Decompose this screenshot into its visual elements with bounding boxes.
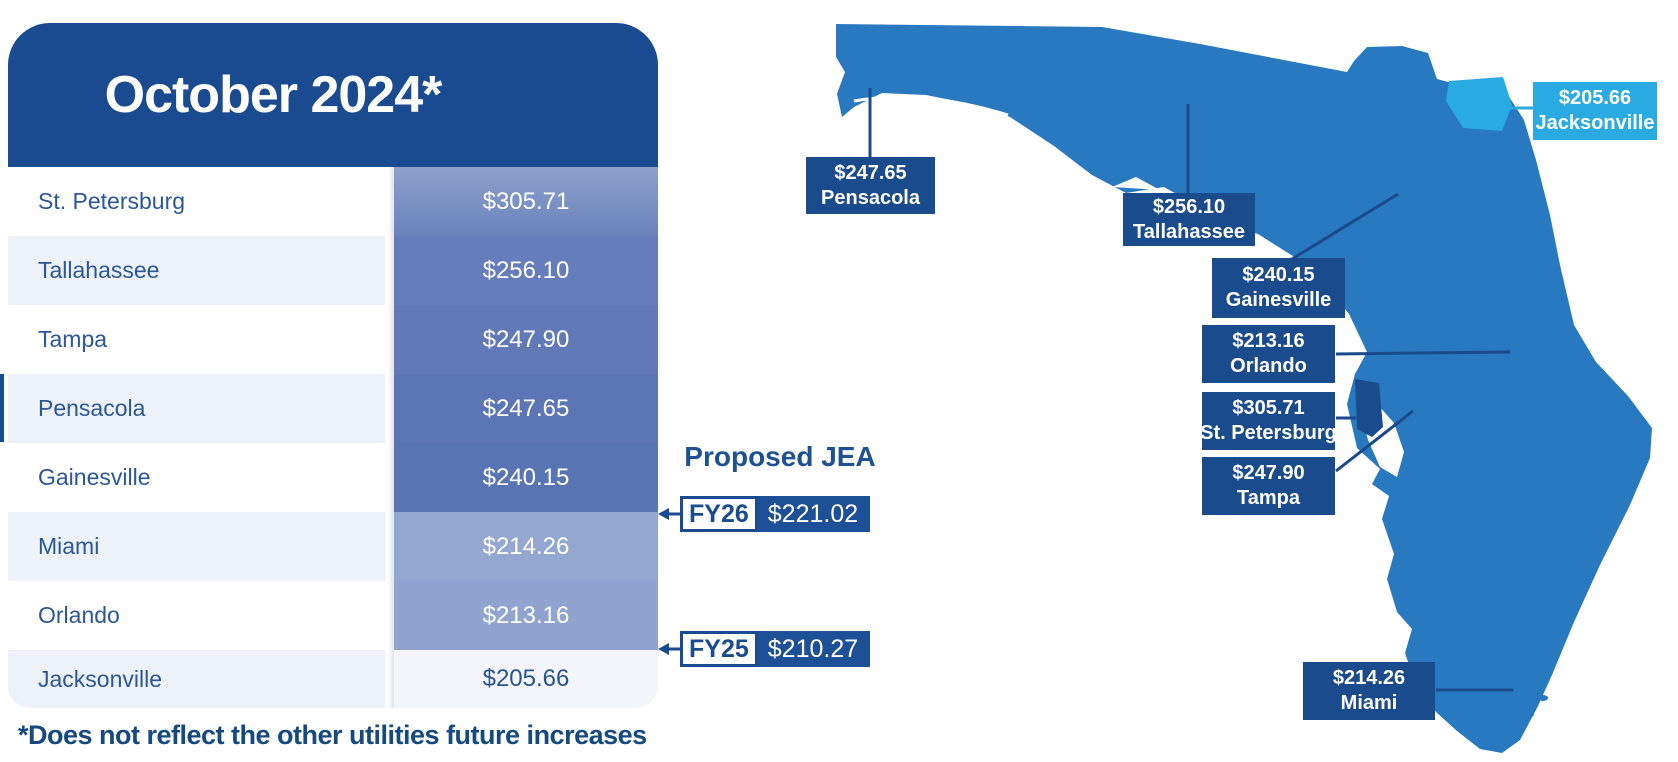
row-highlight-tick [0, 374, 4, 442]
table-row: Pensacola $247.65 [8, 374, 658, 443]
leader-line-orlando [1335, 350, 1511, 356]
rate-value: $256.10 [394, 236, 658, 305]
map-label-gainesville: $240.15 Gainesville [1212, 258, 1345, 318]
jacksonville-region [1446, 77, 1512, 131]
rate-value: $305.71 [394, 167, 658, 236]
leader-line-tampa [1335, 409, 1414, 473]
map-label-city: Pensacola [821, 186, 920, 209]
page-title: October 2024* [104, 66, 443, 124]
rate-value: $213.16 [394, 581, 658, 650]
column-divider [385, 167, 394, 236]
map-label-jacksonville: $205.66 Jacksonville [1533, 82, 1657, 140]
map-label-city: Jacksonville [1535, 112, 1655, 134]
map-label-city: Tampa [1237, 487, 1300, 509]
proposed-jea-heading: Proposed JEA [684, 441, 876, 472]
city-label: Jacksonville [8, 650, 385, 708]
city-label: Gainesville [8, 443, 385, 512]
map-label-city: Tallahassee [1133, 220, 1245, 243]
panhandle-coast-detail [853, 95, 1009, 117]
fy26-badge: FY26 $221.02 [680, 496, 871, 532]
fy26-callout: FY26 $221.02 [658, 496, 871, 532]
fy25-value: $210.27 [757, 631, 871, 667]
map-label-orlando: $213.16 Orlando [1202, 325, 1335, 383]
map-label-value: $240.15 [1242, 264, 1315, 286]
table-row: Jacksonville $205.66 [8, 650, 658, 708]
city-label: Tampa [8, 305, 385, 374]
st-petersburg-region [1355, 379, 1383, 437]
table-row: Tampa $247.90 [8, 305, 658, 374]
city-label: Miami [8, 512, 385, 581]
rates-table: St. Petersburg $305.71 Tallahassee $256.… [8, 167, 658, 708]
map-label-city: St. Petersburg [1200, 422, 1337, 444]
fy26-value: $221.02 [757, 496, 871, 532]
map-label-tampa: $247.90 Tampa [1202, 457, 1335, 515]
city-label: Orlando [8, 581, 385, 650]
table-row: Gainesville $240.15 [8, 443, 658, 512]
florida-silhouette [836, 24, 1652, 753]
map-label-value: $214.26 [1332, 667, 1406, 689]
fy25-callout: FY25 $210.27 [658, 631, 871, 667]
map-label-city: Miami [1340, 692, 1398, 714]
column-divider [385, 374, 394, 443]
arrow-left-icon [658, 508, 680, 520]
map-label-st-petersburg: $305.71 St. Petersburg [1200, 392, 1337, 450]
map-label-city: Orlando [1230, 355, 1307, 377]
florida-keys [1538, 695, 1548, 701]
leader-line-gainesville [1291, 192, 1399, 261]
map-label-city: Gainesville [1225, 289, 1332, 311]
florida-keys [1522, 710, 1534, 718]
column-divider [385, 305, 394, 374]
map-label-value: $247.65 [834, 161, 907, 184]
table-row: Miami $214.26 [8, 512, 658, 581]
map-label-value: $256.10 [1152, 195, 1226, 218]
table-row: St. Petersburg $305.71 [8, 167, 658, 236]
map-label-value: $205.66 [1558, 87, 1632, 109]
column-divider [385, 581, 394, 650]
rate-value: $247.90 [394, 305, 658, 374]
map-label-pensacola: $247.65 Pensacola [806, 157, 935, 214]
column-divider [385, 650, 394, 708]
florida-keys [1507, 735, 1517, 741]
column-divider [385, 236, 394, 305]
column-divider [385, 512, 394, 581]
card-header: October 2024* [8, 23, 658, 167]
map-label-tallahassee: $256.10 Tallahassee [1123, 193, 1255, 246]
arrow-left-icon [658, 643, 680, 655]
map-label-value: $213.16 [1232, 330, 1305, 352]
map-label-miami: $214.26 Miami [1303, 662, 1435, 720]
footnote: *Does not reflect the other utilities fu… [18, 720, 647, 750]
fy26-year-label: FY26 [680, 496, 758, 532]
table-row: Tallahassee $256.10 [8, 236, 658, 305]
column-divider [385, 443, 394, 512]
city-label: St. Petersburg [8, 167, 385, 236]
table-row: Orlando $213.16 [8, 581, 658, 650]
apalachicola-bay [1112, 177, 1160, 190]
fy25-year-label: FY25 [680, 631, 758, 667]
map-label-value: $305.71 [1232, 397, 1305, 419]
rate-value: $214.26 [394, 512, 658, 581]
map-label-value: $247.90 [1232, 462, 1305, 484]
rates-card: October 2024* St. Petersburg $305.71 Tal… [8, 23, 658, 708]
city-label: Pensacola [8, 374, 385, 443]
rate-value: $247.65 [394, 374, 658, 443]
fy25-badge: FY25 $210.27 [680, 631, 871, 667]
rate-value: $240.15 [394, 443, 658, 512]
city-label: Tallahassee [8, 236, 385, 305]
rate-value: $205.66 [394, 650, 658, 708]
